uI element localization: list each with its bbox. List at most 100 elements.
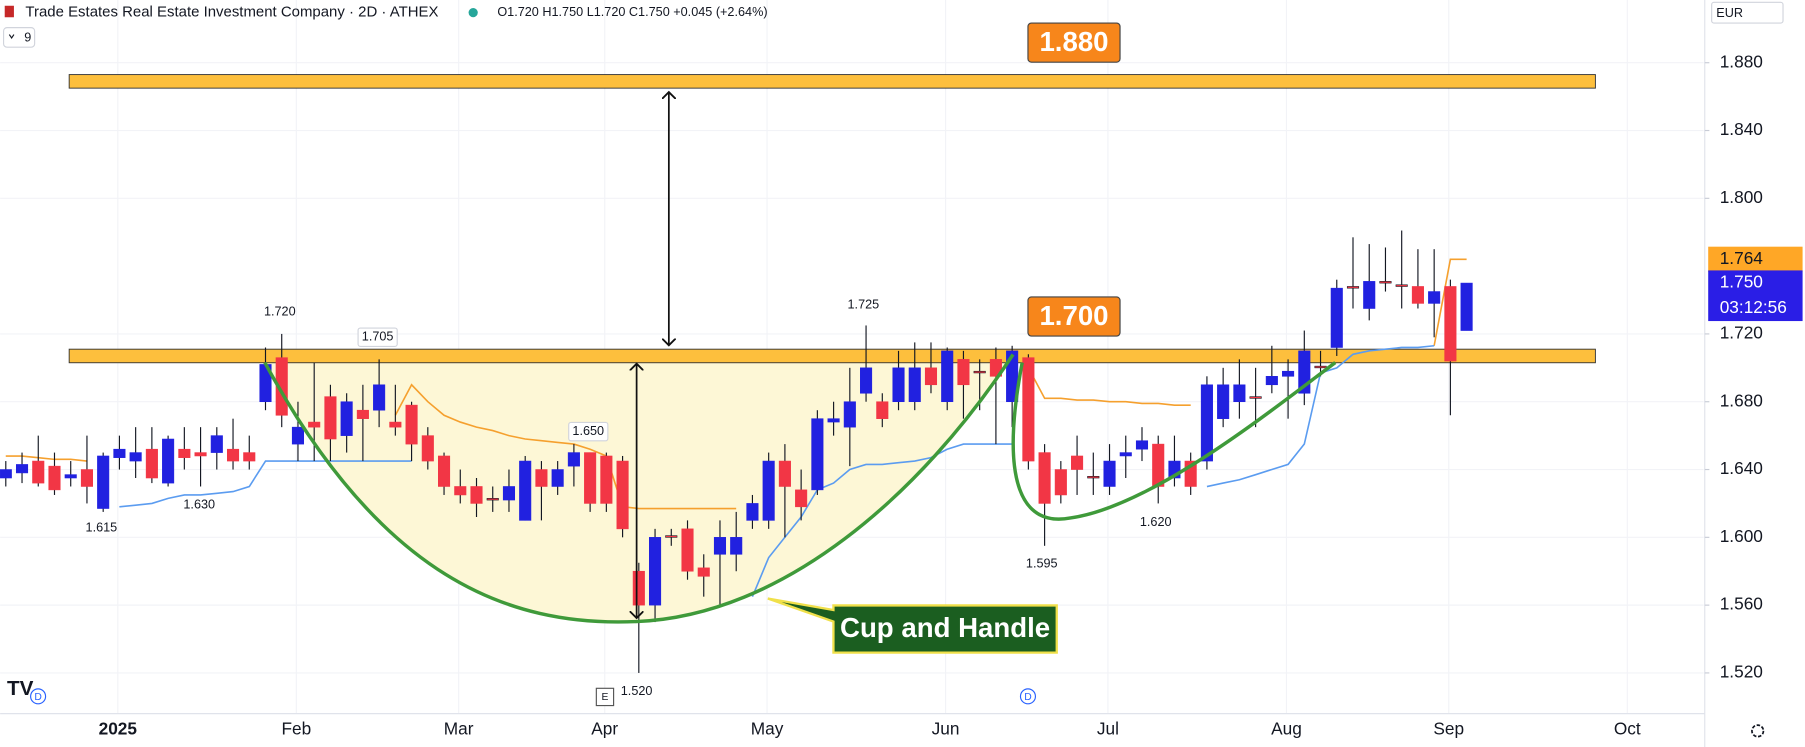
candle-body <box>243 452 256 462</box>
candle-body <box>1200 384 1213 462</box>
marker-circle <box>1019 688 1037 705</box>
x-tick-label: Oct <box>1614 718 1641 738</box>
candle-body <box>113 448 126 458</box>
candle-body <box>941 350 954 403</box>
x-tick-label: Mar <box>444 718 474 738</box>
indicator-line <box>5 258 1467 510</box>
candle-body <box>1038 452 1051 504</box>
handle-curve <box>1011 361 1337 521</box>
candle-body <box>908 367 921 403</box>
annotation-box <box>1027 22 1121 63</box>
candle-body <box>811 418 824 491</box>
annotation: 1.700 <box>1039 300 1108 331</box>
resistance-zone <box>68 348 1596 364</box>
candle-body <box>226 448 240 462</box>
y-tick-label: 1.560 <box>1720 594 1763 614</box>
tv-logo: TV <box>7 677 34 700</box>
y-tick-label: 1.880 <box>1720 51 1763 71</box>
candle-body <box>1428 291 1441 304</box>
candle-body <box>567 452 580 467</box>
candle-body <box>15 464 29 474</box>
cup-curve <box>263 353 1015 624</box>
candle-body <box>1022 357 1035 462</box>
candle-body <box>1379 281 1392 284</box>
candle-body <box>1411 286 1424 304</box>
candle-body <box>80 469 93 487</box>
y-tick-label: 1.640 <box>1720 458 1763 478</box>
currency-box[interactable] <box>1711 1 1784 24</box>
candle-body <box>178 448 191 458</box>
candle-body <box>389 421 402 428</box>
ohlc: O1.720 H1.750 L1.720 C1.750 +0.045 (+2.6… <box>497 5 767 19</box>
candle-body <box>924 367 938 386</box>
candle-body <box>194 452 207 457</box>
candle-body <box>649 537 662 606</box>
y-tick-label: 1.840 <box>1720 119 1763 139</box>
price-tag <box>1708 270 1803 322</box>
candle-body <box>730 537 743 555</box>
candle-body <box>1135 440 1149 450</box>
y-tick-label: 1.720 <box>1720 322 1763 342</box>
price-tag-label: 1.750 <box>1720 272 1763 292</box>
x-tick-label: Jul <box>1097 718 1119 738</box>
x-tick-label: Sep <box>1433 718 1464 738</box>
candle-body <box>454 486 467 496</box>
candle-body <box>145 448 158 479</box>
candle-body <box>1103 460 1116 487</box>
point-label: 1.520 <box>621 684 653 698</box>
candle-body <box>1184 460 1197 487</box>
candle-body <box>32 460 45 484</box>
candle-body <box>324 396 337 440</box>
candle-body <box>535 469 548 487</box>
candle-body <box>616 460 629 530</box>
candle-body <box>1217 384 1230 419</box>
resistance-zone <box>68 74 1596 89</box>
candle-body <box>470 486 483 504</box>
x-tick-label: May <box>751 718 784 738</box>
marker-box <box>595 687 615 707</box>
candle-body <box>373 384 386 411</box>
candle-body <box>1444 286 1457 362</box>
candle-body <box>405 404 418 445</box>
status-dot <box>468 8 478 18</box>
candle-body <box>97 455 110 509</box>
y-tick-label: 1.600 <box>1720 526 1763 546</box>
candle-body <box>1330 287 1343 348</box>
point-labels: 1.720 1.705 1.650 1.725 1.630 1.615 1.595 1.620… <box>86 297 1172 698</box>
axes: 1.520 1.560 1.600 1.640 1.680 1.720 1.800 1.840… <box>99 51 1803 738</box>
candle-body <box>584 452 597 504</box>
annotation: 1.880 <box>1039 26 1108 57</box>
marker: D <box>1024 692 1031 703</box>
point-label-box <box>568 421 609 442</box>
point-label: 1.650 <box>572 424 604 438</box>
candle-body <box>957 359 970 386</box>
callout-text: Cup and Handle <box>840 612 1050 643</box>
candle-body <box>876 401 889 419</box>
logo-icon <box>4 5 14 18</box>
candle-body <box>827 418 840 423</box>
candle-body <box>1265 376 1278 386</box>
candle-body <box>64 474 77 479</box>
point-label: 1.615 <box>86 521 118 535</box>
candle-body <box>437 455 451 487</box>
candle-body <box>1168 460 1181 479</box>
point-label-box <box>357 327 398 348</box>
candle-body <box>275 357 288 416</box>
y-tick-label: 1.680 <box>1720 390 1763 410</box>
candle-body <box>795 489 808 508</box>
candle-body <box>1298 350 1311 394</box>
point-label: 1.595 <box>1026 556 1058 570</box>
candle-body <box>340 401 353 436</box>
countdown: 03:12:56 <box>1720 297 1787 317</box>
candle-body <box>1460 282 1473 331</box>
settings-icon[interactable] <box>1751 724 1765 738</box>
y-tick-label: 1.520 <box>1720 662 1763 682</box>
x-tick-label: Apr <box>591 718 618 738</box>
indicator-toggle[interactable] <box>2 27 36 48</box>
candle-body <box>681 528 694 572</box>
candle-body <box>1087 476 1100 479</box>
candle-body <box>291 426 305 445</box>
candle-body <box>1346 286 1360 289</box>
